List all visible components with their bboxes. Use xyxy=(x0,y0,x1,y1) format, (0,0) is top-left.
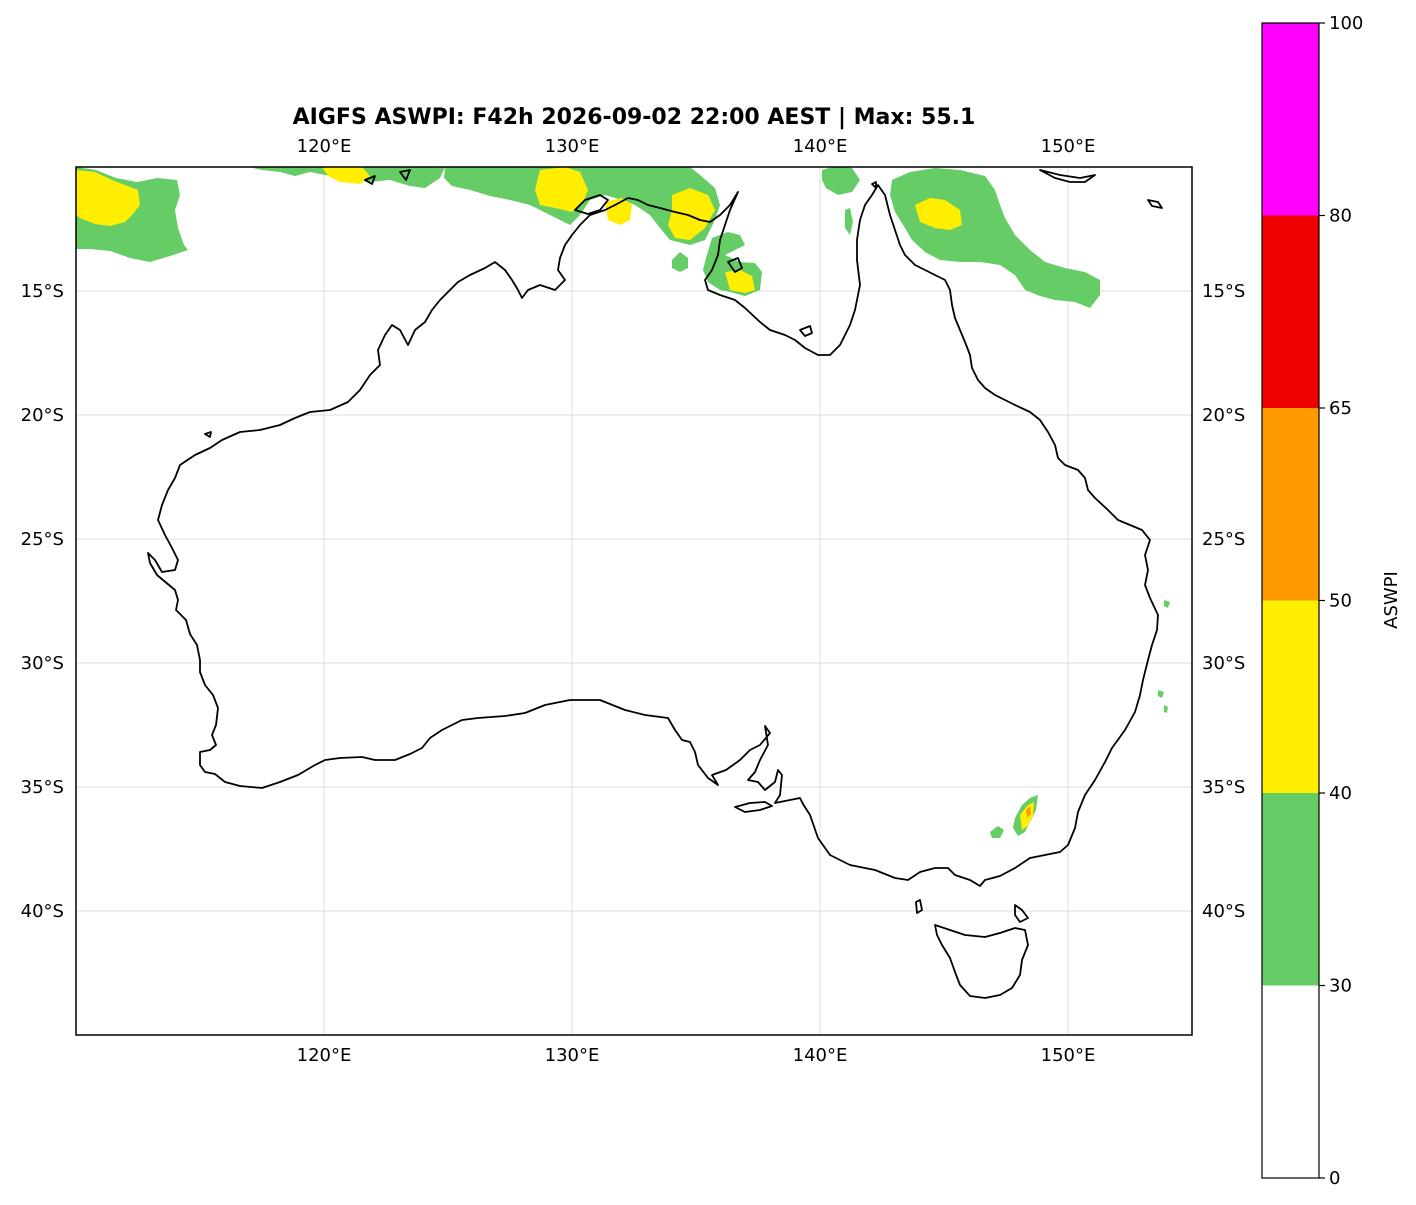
lon-tick-label-bottom: 120°E xyxy=(297,1045,352,1066)
colorbar-tick-label: 40 xyxy=(1329,783,1352,804)
lat-tick-label-left: 30°S xyxy=(21,653,64,674)
island-timor-2 xyxy=(399,169,411,181)
lat-tick-label-left: 35°S xyxy=(21,777,64,798)
aswpi-core-north-1 xyxy=(322,167,370,184)
aswpi-core-north-4 xyxy=(668,188,715,240)
aswpi-core-coral xyxy=(915,198,962,230)
tasmania-coastline xyxy=(934,924,1029,999)
lon-tick-label-top: 120°E xyxy=(297,136,352,157)
chart-title: AIGFS ASWPI: F42h 2026-09-02 22:00 AEST … xyxy=(293,105,976,130)
lon-tick-label-top: 140°E xyxy=(793,136,848,157)
aswpi-region-se-small xyxy=(990,826,1004,838)
lon-tick-label-top: 130°E xyxy=(545,136,600,157)
island-flinders xyxy=(1014,904,1029,923)
lat-tick-label-right: 30°S xyxy=(1202,653,1245,674)
colorbar-segment xyxy=(1262,408,1319,601)
aswpi-region-island-2 xyxy=(1158,690,1164,698)
aswpi-core-north-2 xyxy=(535,167,588,212)
gridlines xyxy=(76,167,1192,1035)
lon-tick-label-top: 150°E xyxy=(1041,136,1096,157)
aswpi-region-island-1 xyxy=(1164,600,1170,608)
island-mornington xyxy=(799,325,813,337)
island-wa-1 xyxy=(204,431,212,438)
aswpi-core-nw xyxy=(76,170,140,226)
aswpi-region-gulf-small xyxy=(672,252,688,272)
colorbar-tick-label: 0 xyxy=(1329,1168,1340,1189)
colorbar-tick-label: 30 xyxy=(1329,976,1352,997)
island-png-2 xyxy=(1147,199,1163,209)
island-torres-1 xyxy=(871,181,877,189)
colorbar-segment xyxy=(1262,600,1319,793)
aswpi-region-north-2 xyxy=(444,167,720,245)
colorbar-tick-label: 100 xyxy=(1329,13,1363,34)
lat-tick-label-right: 25°S xyxy=(1202,529,1245,550)
aswpi-region-island-3 xyxy=(1164,705,1168,713)
lat-tick-label-right: 20°S xyxy=(1202,405,1245,426)
island-png-1 xyxy=(1039,169,1096,183)
lat-tick-label-right: 15°S xyxy=(1202,281,1245,302)
lon-tick-label-bottom: 150°E xyxy=(1041,1045,1096,1066)
axis-tick-labels: 120°E 120°E 130°E 130°E 140°E 140°E 150°E 150°E… xyxy=(21,136,1246,1066)
island-kangaroo xyxy=(734,801,773,813)
colorbar-tick-label: 80 xyxy=(1329,206,1352,227)
colorbar-segment xyxy=(1262,23,1319,216)
map-frame xyxy=(75,166,1193,1036)
island-timor-1 xyxy=(364,175,376,185)
colorbar-segment xyxy=(1262,793,1319,986)
lat-tick-label-right: 35°S xyxy=(1202,777,1245,798)
coastline xyxy=(147,169,1163,999)
colorbar: 0 30 40 50 65 80 100 xyxy=(1261,13,1363,1189)
aswpi-region-torres xyxy=(822,167,860,195)
aswpi-core-north-3 xyxy=(605,198,632,225)
aswpi-core-gulf xyxy=(725,270,755,293)
island-melville xyxy=(574,194,609,215)
colorbar-segment xyxy=(1262,215,1319,408)
colorbar-segment xyxy=(1262,985,1319,1178)
lon-tick-label-bottom: 130°E xyxy=(545,1045,600,1066)
colorbar-label: ASWPI xyxy=(1381,571,1402,629)
aswpi-field xyxy=(76,167,1170,838)
lat-tick-label-left: 15°S xyxy=(21,281,64,302)
lat-tick-label-right: 40°S xyxy=(1202,901,1245,922)
lat-tick-label-left: 25°S xyxy=(21,529,64,550)
lon-tick-label-bottom: 140°E xyxy=(793,1045,848,1066)
island-king xyxy=(915,899,923,914)
island-groote xyxy=(727,257,743,273)
australia-coastline xyxy=(147,184,1159,887)
aswpi-region-torres-2 xyxy=(845,208,853,235)
aswpi-peak-se xyxy=(1026,806,1031,818)
colorbar-tick-label: 50 xyxy=(1329,591,1352,612)
colorbar-tick-label: 65 xyxy=(1329,398,1352,419)
lat-tick-label-left: 40°S xyxy=(21,901,64,922)
lat-tick-label-left: 20°S xyxy=(21,405,64,426)
